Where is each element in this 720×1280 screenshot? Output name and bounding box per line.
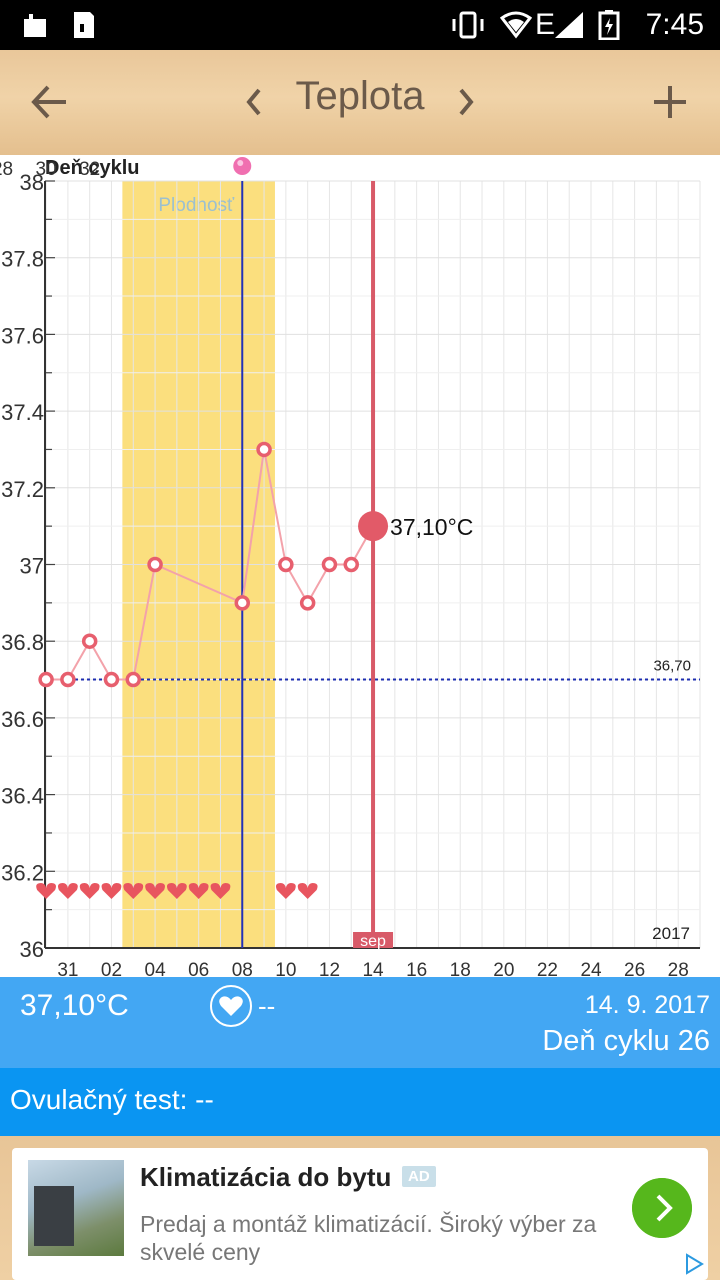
x-tick-label: 28 [668,960,689,977]
temperature-point [343,556,359,573]
coverline-label: 36,70 [653,658,691,675]
selected-temperature-label: 37,10°C [390,514,473,540]
x-tick-label: 20 [493,960,514,977]
fertile-window-label: Plodnosť [158,195,235,216]
summary-cycle-day: Deň cyklu 26 [542,1025,710,1057]
temperature-point [103,671,120,688]
intercourse-value: -- [258,991,276,1021]
intercourse-heart-marker [297,883,318,899]
signal-icon [555,12,583,38]
ad-go-arrow-icon[interactable] [632,1178,692,1238]
temperature-point [278,556,294,573]
cycle-day-label: Deň cyklu [45,157,139,179]
clock: 7:45 [645,8,704,41]
x-tick-label: 26 [624,960,645,977]
ovulation-marker-highlight [237,160,244,166]
y-tick-label: 36.6 [1,707,44,732]
y-tick-label: 37.2 [1,477,44,502]
wifi-icon [500,11,532,39]
intercourse-heart-icon [210,985,252,1027]
temperature-point [60,671,76,688]
ad-body[interactable]: Predaj a montáž klimatizácií. Široký výb… [140,1211,597,1265]
ad-area: Klimatizácia do bytu AD Predaj a montáž … [0,1136,720,1280]
temperature-point [321,556,338,573]
add-plus-icon[interactable] [640,72,700,132]
intercourse-heart-marker [79,883,100,899]
temperature-point [234,595,251,611]
intercourse-heart-marker [123,883,144,899]
chart-background [0,155,720,977]
battery-charging-icon [598,10,620,40]
y-tick-label: 37.4 [1,400,44,425]
x-tick-label: 08 [232,960,253,977]
ovulation-test-row[interactable]: Ovulačný test: -- [0,1068,720,1136]
back-arrow-icon[interactable] [20,72,80,132]
y-tick-label: 36 [20,937,44,962]
vibrate-icon [452,11,484,39]
cycle-day-tick: 30 [36,159,57,180]
temperature-chart-svg[interactable]: Plodnosť 36 36.2 36.4 36.6 36.8 37 37.2 37.4 37.6… [0,155,720,981]
month-label: sep [360,933,386,950]
sd-card-icon [74,12,94,38]
temperature-point [125,671,142,688]
cycle-day-tick: 32 [79,159,100,180]
y-tick-label: 37.6 [1,323,44,348]
intercourse-heart-marker [36,883,56,899]
page-title: Teplota [295,74,425,118]
x-tick-label: 24 [580,960,602,977]
x-tick-label: 02 [101,960,122,977]
y-tick-label: 36.8 [1,630,44,655]
x-tick-label: 04 [145,960,167,977]
status-bar: E 7:45 [0,0,720,50]
intercourse-heart-marker [166,883,187,899]
x-tick-label: 10 [275,960,296,977]
ad-image[interactable] [28,1160,124,1256]
ovulation-test-label: Ovulačný test: -- [10,1084,214,1115]
year-label: 2017 [652,924,690,943]
previous-chevron-icon[interactable] [224,72,284,132]
y-tick-label: 36.4 [1,784,44,809]
ad-badge: AD [402,1166,436,1187]
x-tick-label: 14 [362,960,384,977]
x-tick-label: 18 [450,960,471,977]
ad-banner[interactable]: Klimatizácia do bytu AD Predaj a montáž … [12,1148,708,1280]
temperature-point [81,633,98,649]
temperature-point [299,595,316,611]
intercourse-heart-marker [210,883,231,899]
summary-date: 14. 9. 2017 [584,991,710,1019]
x-tick-label: 16 [406,960,427,977]
y-tick-label: 37 [20,554,44,579]
ad-choices-icon[interactable] [682,1252,706,1276]
temperature-point [147,556,163,573]
ovulation-marker-dot [233,157,252,175]
intercourse-heart-marker [57,883,78,899]
next-chevron-icon[interactable] [436,72,496,132]
y-tick-label: 36.2 [1,860,44,885]
day-summary-bar[interactable]: 37,10°C -- 14. 9. 2017 Deň cyklu 26 [0,977,720,1068]
app-toolbar: Teplota [0,50,720,155]
temperature-chart[interactable]: Plodnosť 36 36.2 36.4 36.6 36.8 37 37.2 37.4 37.6… [0,155,720,981]
x-tick-label: 22 [537,960,558,977]
intercourse-heart-marker [188,883,209,899]
intercourse-heart-marker [101,883,122,899]
x-tick-label: 31 [57,960,78,977]
x-tick-label: 06 [188,960,209,977]
selected-temperature-point [358,511,389,542]
y-tick-label: 37.8 [1,247,44,272]
y-tick-label: 38 [20,170,44,195]
month-label-box [353,932,394,948]
temperature-point [256,441,272,458]
temperature-point [38,671,54,688]
ad-headline[interactable]: Klimatizácia do bytu [140,1162,392,1192]
network-type: E [535,8,556,41]
keyboard-clipboard-icon [24,14,46,37]
x-tick-label: 12 [319,960,340,977]
summary-temperature: 37,10°C [20,989,129,1022]
intercourse-heart-marker [145,883,165,899]
intercourse-heart-marker [275,883,296,899]
cycle-day-tick: 28 [0,159,13,180]
